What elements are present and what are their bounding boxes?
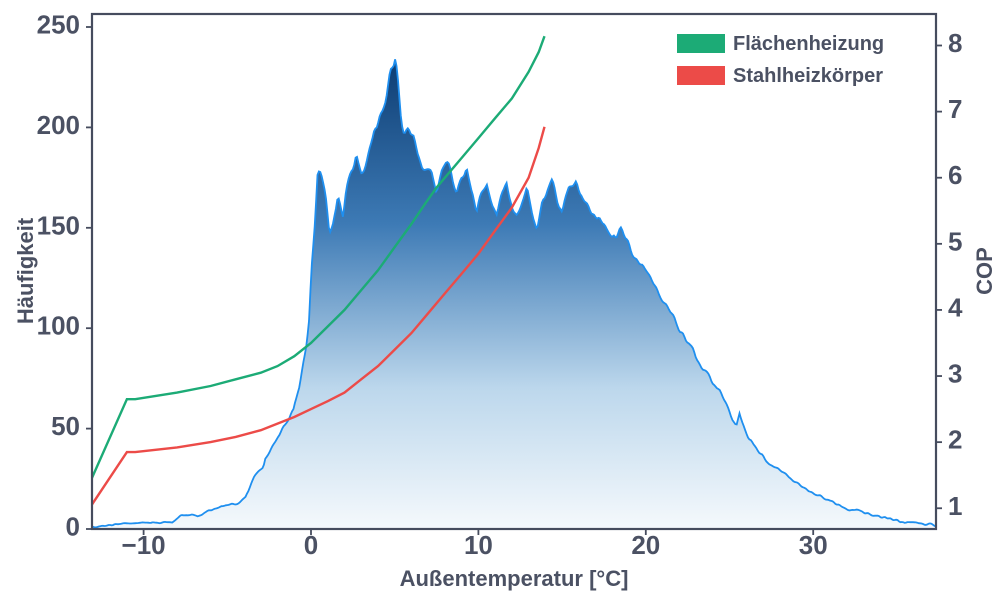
svg-text:250: 250	[37, 10, 80, 40]
svg-text:COP: COP	[972, 247, 997, 295]
svg-text:4: 4	[948, 292, 963, 322]
svg-text:0: 0	[304, 530, 318, 560]
svg-text:150: 150	[37, 210, 80, 240]
svg-text:2: 2	[948, 425, 962, 455]
svg-text:10: 10	[464, 530, 493, 560]
svg-text:Häufigkeit: Häufigkeit	[13, 217, 38, 324]
svg-text:Flächenheizung: Flächenheizung	[733, 33, 884, 55]
svg-text:200: 200	[37, 110, 80, 140]
svg-text:5: 5	[948, 226, 962, 256]
svg-text:30: 30	[799, 530, 828, 560]
svg-text:−10: −10	[122, 530, 166, 560]
svg-text:3: 3	[948, 359, 962, 389]
svg-text:1: 1	[948, 491, 962, 521]
svg-text:8: 8	[948, 28, 962, 58]
svg-text:Außentemperatur [°C]: Außentemperatur [°C]	[400, 566, 629, 591]
svg-text:Stahlheizkörper: Stahlheizkörper	[733, 65, 883, 87]
svg-text:0: 0	[66, 512, 80, 542]
svg-text:6: 6	[948, 160, 962, 190]
svg-text:20: 20	[631, 530, 660, 560]
svg-text:50: 50	[51, 411, 80, 441]
svg-text:7: 7	[948, 94, 962, 124]
svg-text:100: 100	[37, 311, 80, 341]
